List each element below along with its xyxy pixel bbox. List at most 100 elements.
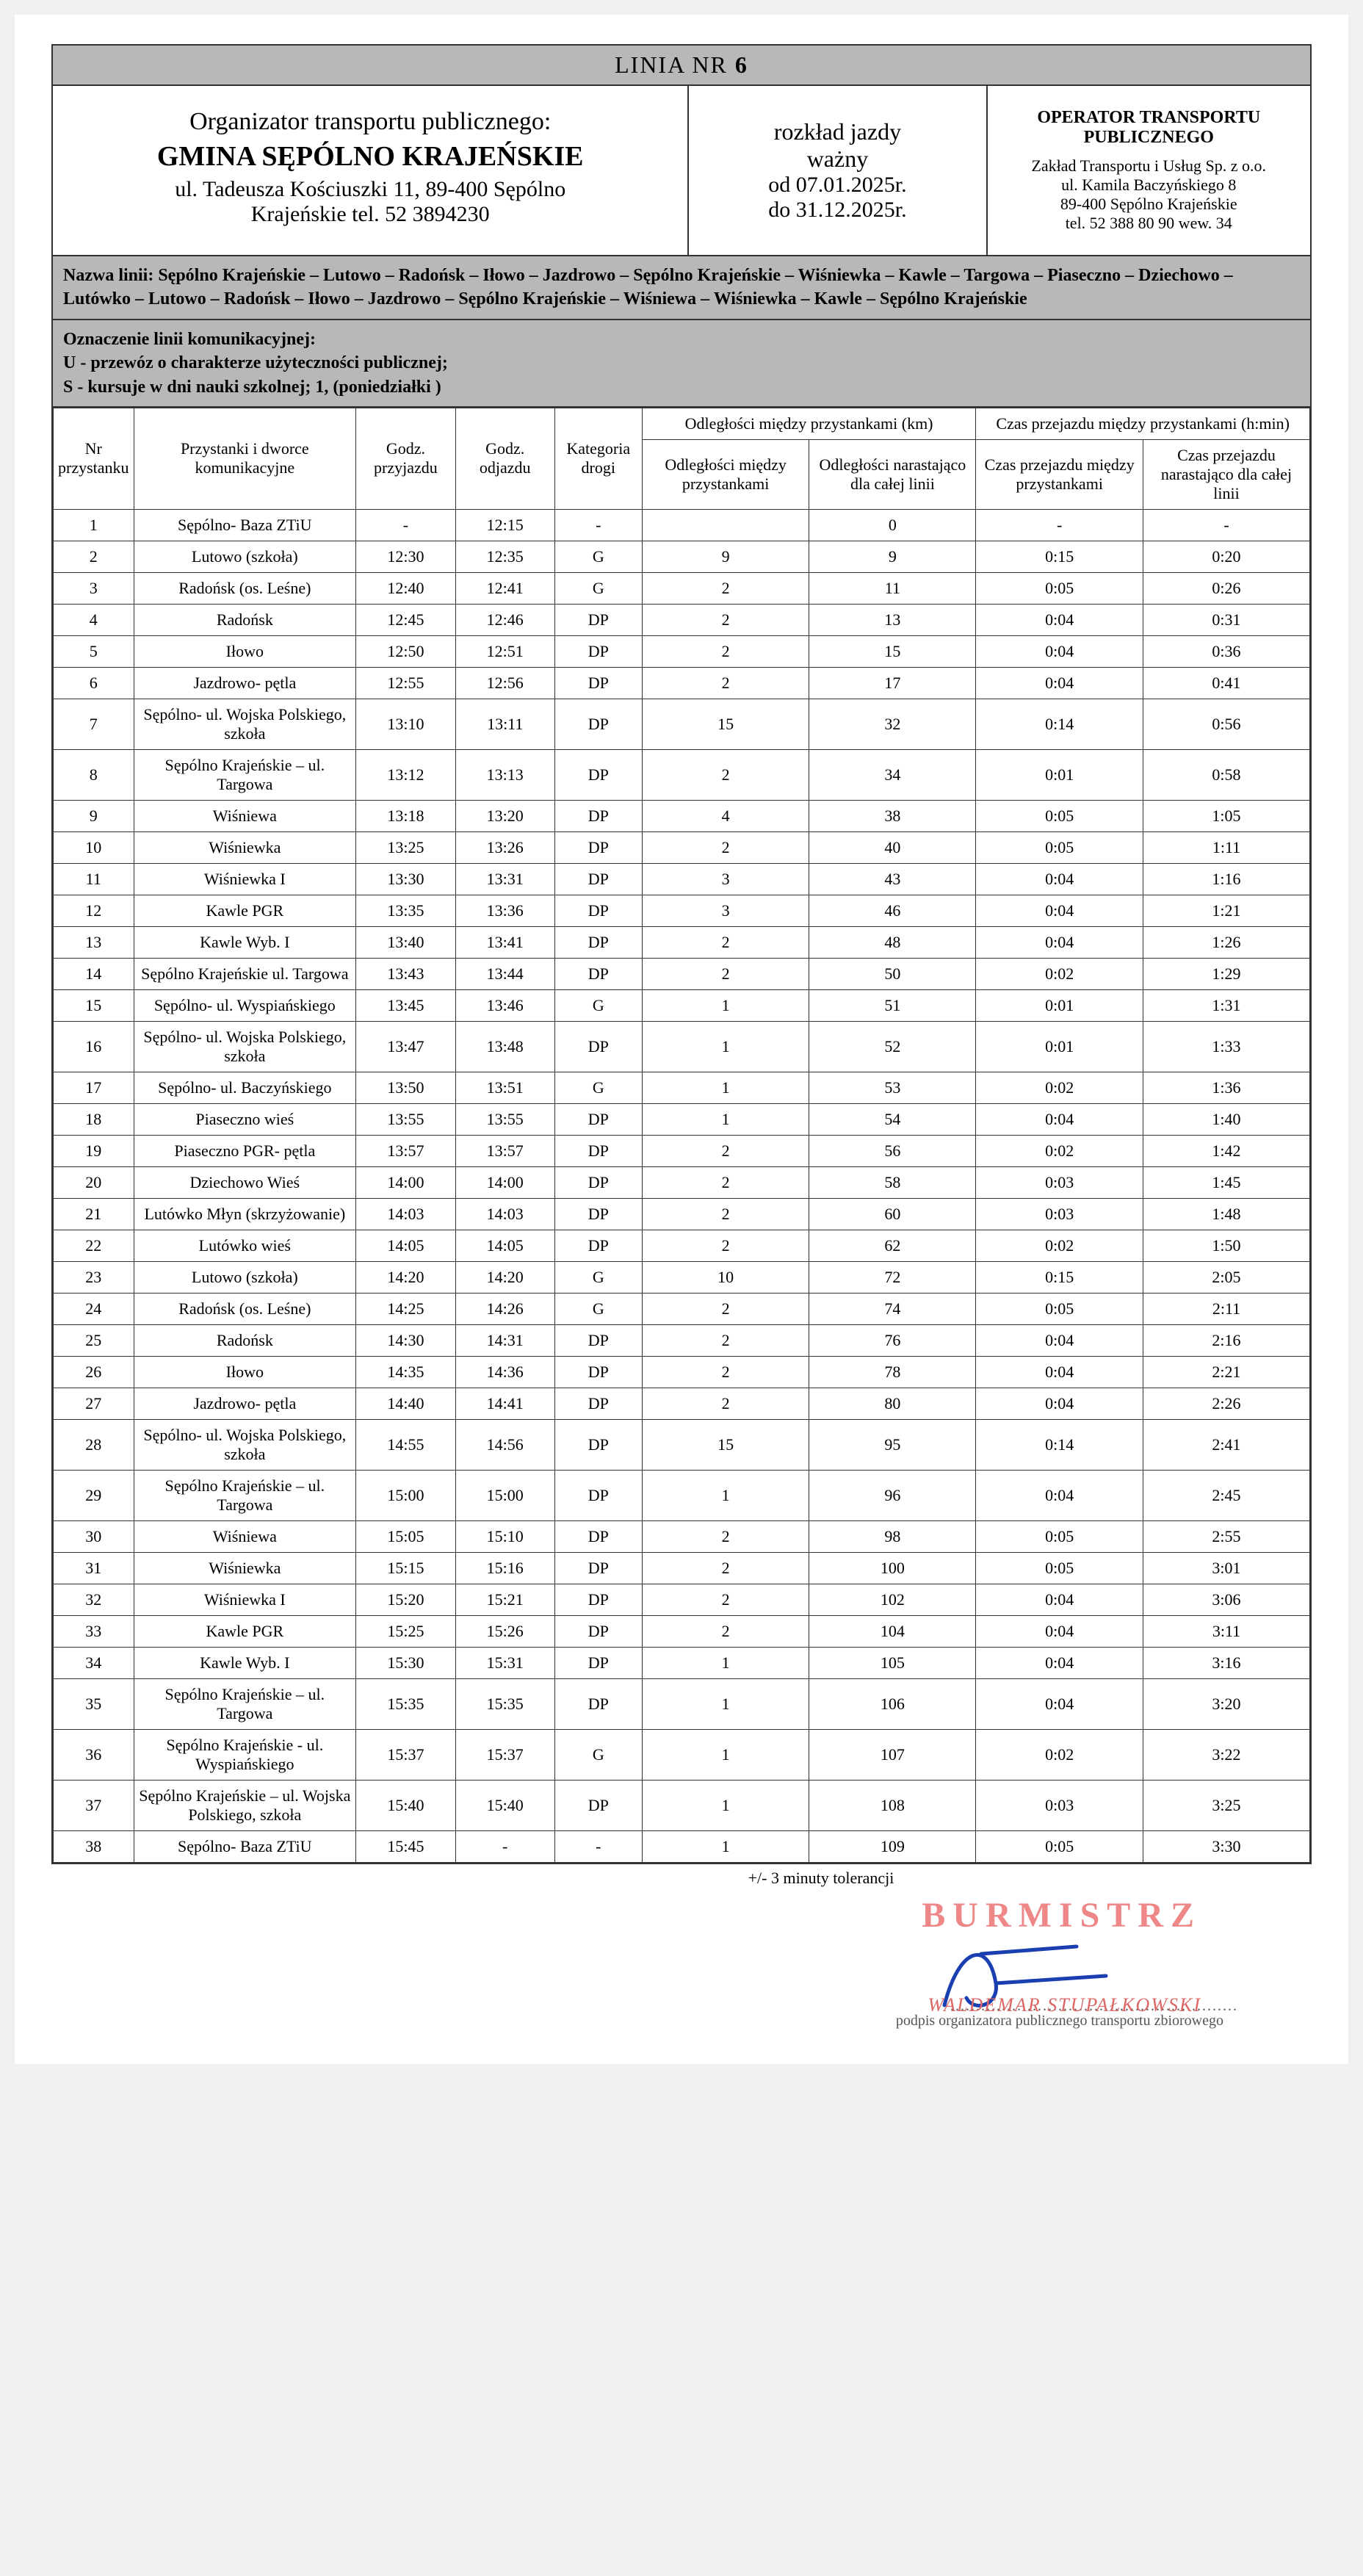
table-row: 7Sępólno- ul. Wojska Polskiego, szkoła13…: [54, 699, 1310, 749]
cell-nr: 16: [54, 1021, 134, 1072]
th-time-group: Czas przejazdu między przystankami (h:mi…: [976, 408, 1310, 439]
cell-dep: 14:31: [455, 1324, 554, 1356]
table-row: 4Radońsk12:4512:46DP2130:040:31: [54, 604, 1310, 635]
cell-tb: 0:05: [976, 1552, 1143, 1584]
organizer-label: Organizator transportu publicznego:: [71, 108, 669, 136]
cell-stop: Wiśniewka I: [134, 1584, 356, 1615]
cell-dep: 13:31: [455, 863, 554, 895]
cell-cat: DP: [554, 1584, 642, 1615]
th-cat: Kategoria drogi: [554, 408, 642, 509]
cell-stop: Piaseczno PGR- pętla: [134, 1135, 356, 1166]
cell-dc: 54: [809, 1103, 976, 1135]
operator-l2: ul. Kamila Baczyńskiego 8: [1006, 176, 1292, 195]
legend-block: Oznaczenie linii komunikacyjnej: U - prz…: [53, 320, 1310, 408]
cell-dc: 104: [809, 1615, 976, 1647]
cell-db: 2: [642, 1584, 809, 1615]
operator-block: OPERATOR TRANSPORTU PUBLICZNEGO Zakład T…: [988, 86, 1311, 255]
table-row: 28Sępólno- ul. Wojska Polskiego, szkoła1…: [54, 1419, 1310, 1470]
cell-stop: Wiśniewka I: [134, 863, 356, 895]
cell-dep: 12:51: [455, 635, 554, 667]
cell-tb: 0:03: [976, 1780, 1143, 1830]
cell-cat: DP: [554, 667, 642, 699]
table-row: 22Lutówko wieś14:0514:05DP2620:021:50: [54, 1230, 1310, 1261]
cell-nr: 37: [54, 1780, 134, 1830]
cell-tb: 0:04: [976, 895, 1143, 926]
organizer-block: Organizator transportu publicznego: GMIN…: [53, 86, 689, 255]
cell-nr: 35: [54, 1678, 134, 1729]
cell-tc: 3:06: [1143, 1584, 1309, 1615]
cell-dep: 15:35: [455, 1678, 554, 1729]
table-row: 8Sępólno Krajeńskie – ul. Targowa13:1213…: [54, 749, 1310, 800]
cell-cat: DP: [554, 1678, 642, 1729]
table-head: Nr przystanku Przystanki i dworce komuni…: [54, 408, 1310, 509]
cell-dc: 32: [809, 699, 976, 749]
cell-db: 1: [642, 1021, 809, 1072]
cell-db: 2: [642, 1135, 809, 1166]
cell-nr: 33: [54, 1615, 134, 1647]
cell-dep: 14:03: [455, 1198, 554, 1230]
cell-arr: 13:40: [356, 926, 456, 958]
tolerance-note: +/- 3 minuty tolerancji: [51, 1864, 1312, 1888]
cell-dep: 12:15: [455, 509, 554, 541]
cell-db: 2: [642, 572, 809, 604]
cell-db: 3: [642, 863, 809, 895]
cell-tc: 0:26: [1143, 572, 1309, 604]
cell-db: 9: [642, 541, 809, 572]
cell-cat: DP: [554, 1356, 642, 1388]
cell-arr: 13:55: [356, 1103, 456, 1135]
cell-db: 2: [642, 635, 809, 667]
cell-db: 1: [642, 1729, 809, 1780]
cell-stop: Wiśniewka: [134, 831, 356, 863]
cell-db: 2: [642, 831, 809, 863]
cell-dc: 34: [809, 749, 976, 800]
cell-tc: 1:50: [1143, 1230, 1309, 1261]
cell-dep: 13:26: [455, 831, 554, 863]
table-row: 31Wiśniewka15:1515:16DP21000:053:01: [54, 1552, 1310, 1584]
th-dist-cum: Odległości narastająco dla całej linii: [809, 439, 976, 509]
cell-dep: 14:20: [455, 1261, 554, 1293]
table-row: 6Jazdrowo- pętla12:5512:56DP2170:040:41: [54, 667, 1310, 699]
table-row: 30Wiśniewa15:0515:10DP2980:052:55: [54, 1520, 1310, 1552]
cell-arr: 13:47: [356, 1021, 456, 1072]
cell-dep: 12:35: [455, 541, 554, 572]
cell-arr: 14:55: [356, 1419, 456, 1470]
cell-cat: -: [554, 1830, 642, 1862]
cell-nr: 5: [54, 635, 134, 667]
cell-db: 2: [642, 604, 809, 635]
cell-cat: G: [554, 989, 642, 1021]
table-row: 29Sępólno Krajeńskie – ul. Targowa15:001…: [54, 1470, 1310, 1520]
cell-tb: 0:05: [976, 572, 1143, 604]
operator-l1: Zakład Transportu i Usług Sp. z o.o.: [1006, 156, 1292, 176]
cell-stop: Piaseczno wieś: [134, 1103, 356, 1135]
cell-cat: DP: [554, 699, 642, 749]
cell-arr: 12:50: [356, 635, 456, 667]
cell-cat: DP: [554, 1552, 642, 1584]
cell-arr: 15:20: [356, 1584, 456, 1615]
cell-tb: 0:04: [976, 863, 1143, 895]
cell-tc: 0:56: [1143, 699, 1309, 749]
cell-nr: 12: [54, 895, 134, 926]
table-row: 32Wiśniewka I15:2015:21DP21020:043:06: [54, 1584, 1310, 1615]
cell-tb: 0:01: [976, 989, 1143, 1021]
cell-stop: Lutowo (szkoła): [134, 541, 356, 572]
cell-dep: 12:56: [455, 667, 554, 699]
table-row: 37Sępólno Krajeńskie – ul. Wojska Polski…: [54, 1780, 1310, 1830]
cell-tc: 1:31: [1143, 989, 1309, 1021]
cell-db: 10: [642, 1261, 809, 1293]
cell-nr: 25: [54, 1324, 134, 1356]
cell-stop: Lutówko Młyn (skrzyżowanie): [134, 1198, 356, 1230]
cell-tc: 0:31: [1143, 604, 1309, 635]
cell-tc: 0:36: [1143, 635, 1309, 667]
cell-dc: 105: [809, 1647, 976, 1678]
table-row: 35Sępólno Krajeńskie – ul. Targowa15:351…: [54, 1678, 1310, 1729]
cell-db: 2: [642, 1230, 809, 1261]
cell-cat: DP: [554, 1324, 642, 1356]
cell-dc: 17: [809, 667, 976, 699]
cell-cat: DP: [554, 800, 642, 831]
cell-nr: 7: [54, 699, 134, 749]
cell-tb: 0:03: [976, 1198, 1143, 1230]
cell-cat: DP: [554, 604, 642, 635]
cell-dep: 15:26: [455, 1615, 554, 1647]
cell-stop: Radońsk: [134, 604, 356, 635]
cell-db: 2: [642, 1615, 809, 1647]
